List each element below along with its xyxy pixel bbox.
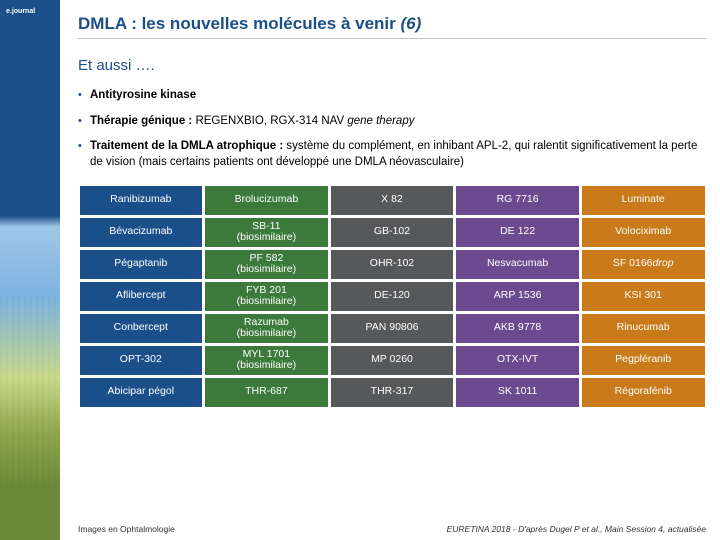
- table-cell: RG 7716: [455, 184, 581, 216]
- drug-cell: Abicipar pégol: [80, 378, 203, 407]
- drug-cell: Aflibercept: [80, 282, 203, 311]
- drug-cell: DE 122: [456, 218, 579, 247]
- drug-table: RanibizumabBrolucizumabX 82RG 7716Lumina…: [78, 184, 706, 408]
- table-cell: Conbercept: [78, 312, 204, 344]
- table-cell: X 82: [329, 184, 455, 216]
- drug-cell: Brolucizumab: [205, 186, 328, 215]
- table-cell: ARP 1536: [455, 280, 581, 312]
- drug-cell: Régorafénib: [582, 378, 705, 407]
- footer-left: Images en Ophtalmologie: [78, 524, 175, 534]
- title-text: DMLA : les nouvelles molécules à venir: [78, 14, 400, 33]
- bullet-item: Traitement de la DMLA atrophique : systè…: [78, 139, 706, 170]
- table-cell: KSI 301: [580, 280, 706, 312]
- drug-cell: ARP 1536: [456, 282, 579, 311]
- bullet-item: Thérapie génique : REGENXBIO, RGX-314 NA…: [78, 114, 706, 130]
- drug-cell: SK 1011: [456, 378, 579, 407]
- table-cell: OPT-302: [78, 344, 204, 376]
- table-cell: Volociximab: [580, 216, 706, 248]
- table-cell: Pégaptanib: [78, 248, 204, 280]
- table-cell: Régorafénib: [580, 376, 706, 408]
- title-rule: [78, 38, 706, 39]
- drug-cell: MP 0260: [331, 346, 454, 375]
- drug-cell: AKB 9778: [456, 314, 579, 343]
- table-row: Abicipar pégolTHR-687THR-317SK 1011Régor…: [78, 376, 706, 408]
- drug-cell: PAN 90806: [331, 314, 454, 343]
- footer: Images en Ophtalmologie EURETINA 2018 - …: [78, 524, 706, 534]
- sidebar-image: e.journal: [0, 0, 60, 540]
- slide-content: DMLA : les nouvelles molécules à venir (…: [60, 0, 720, 540]
- table-cell: Razumab(biosimilaire): [204, 312, 330, 344]
- table-row: RanibizumabBrolucizumabX 82RG 7716Lumina…: [78, 184, 706, 216]
- table-cell: Luminate: [580, 184, 706, 216]
- table-cell: SF 0166 drop: [580, 248, 706, 280]
- table-cell: Pegpléranib: [580, 344, 706, 376]
- footer-right: EURETINA 2018 - D'après Dugel P et al., …: [447, 524, 706, 534]
- drug-cell: DE-120: [331, 282, 454, 311]
- drug-cell: Razumab(biosimilaire): [205, 314, 328, 343]
- drug-cell: MYL 1701(biosimilaire): [205, 346, 328, 375]
- drug-cell: X 82: [331, 186, 454, 215]
- table-row: OPT-302MYL 1701(biosimilaire)MP 0260OTX-…: [78, 344, 706, 376]
- drug-cell: Ranibizumab: [80, 186, 203, 215]
- table-cell: THR-687: [204, 376, 330, 408]
- table-cell: MYL 1701(biosimilaire): [204, 344, 330, 376]
- bullet-item: Antityrosine kinase: [78, 88, 706, 104]
- drug-cell: Pégaptanib: [80, 250, 203, 279]
- table-cell: FYB 201(biosimilaire): [204, 280, 330, 312]
- bullet-list: Antityrosine kinase Thérapie génique : R…: [78, 88, 706, 170]
- table-cell: Rinucumab: [580, 312, 706, 344]
- subtitle: Et aussi ….: [78, 57, 706, 74]
- drug-cell: RG 7716: [456, 186, 579, 215]
- drug-cell: FYB 201(biosimilaire): [205, 282, 328, 311]
- title-suffix: (6): [400, 14, 421, 33]
- table-cell: Aflibercept: [78, 280, 204, 312]
- table-cell: Nesvacumab: [455, 248, 581, 280]
- table-cell: AKB 9778: [455, 312, 581, 344]
- drug-cell: THR-317: [331, 378, 454, 407]
- drug-cell: Rinucumab: [582, 314, 705, 343]
- table-row: PégaptanibPF 582(biosimilaire)OHR-102Nes…: [78, 248, 706, 280]
- table-row: BévacizumabSB-11(biosimilaire)GB-102DE 1…: [78, 216, 706, 248]
- table-cell: DE-120: [329, 280, 455, 312]
- drug-cell: Volociximab: [582, 218, 705, 247]
- drug-cell: SF 0166 drop: [582, 250, 705, 279]
- table-cell: OHR-102: [329, 248, 455, 280]
- drug-cell: OPT-302: [80, 346, 203, 375]
- drug-cell: GB-102: [331, 218, 454, 247]
- drug-cell: Pegpléranib: [582, 346, 705, 375]
- table-cell: DE 122: [455, 216, 581, 248]
- table-cell: PAN 90806: [329, 312, 455, 344]
- drug-cell: OTX-IVT: [456, 346, 579, 375]
- table-cell: MP 0260: [329, 344, 455, 376]
- table-cell: SB-11(biosimilaire): [204, 216, 330, 248]
- slide-title: DMLA : les nouvelles molécules à venir (…: [78, 14, 706, 34]
- table-cell: THR-317: [329, 376, 455, 408]
- table-cell: Abicipar pégol: [78, 376, 204, 408]
- drug-cell: Luminate: [582, 186, 705, 215]
- drug-cell: Conbercept: [80, 314, 203, 343]
- table-cell: GB-102: [329, 216, 455, 248]
- drug-cell: Bévacizumab: [80, 218, 203, 247]
- table-cell: PF 582(biosimilaire): [204, 248, 330, 280]
- drug-cell: THR-687: [205, 378, 328, 407]
- table-row: ConberceptRazumab(biosimilaire)PAN 90806…: [78, 312, 706, 344]
- table-cell: OTX-IVT: [455, 344, 581, 376]
- drug-cell: PF 582(biosimilaire): [205, 250, 328, 279]
- table-cell: Bévacizumab: [78, 216, 204, 248]
- drug-cell: Nesvacumab: [456, 250, 579, 279]
- ejournal-logo: e.journal: [6, 8, 35, 15]
- table-cell: Ranibizumab: [78, 184, 204, 216]
- drug-cell: SB-11(biosimilaire): [205, 218, 328, 247]
- drug-cell: KSI 301: [582, 282, 705, 311]
- drug-cell: OHR-102: [331, 250, 454, 279]
- table-cell: SK 1011: [455, 376, 581, 408]
- table-cell: Brolucizumab: [204, 184, 330, 216]
- table-row: AfliberceptFYB 201(biosimilaire)DE-120AR…: [78, 280, 706, 312]
